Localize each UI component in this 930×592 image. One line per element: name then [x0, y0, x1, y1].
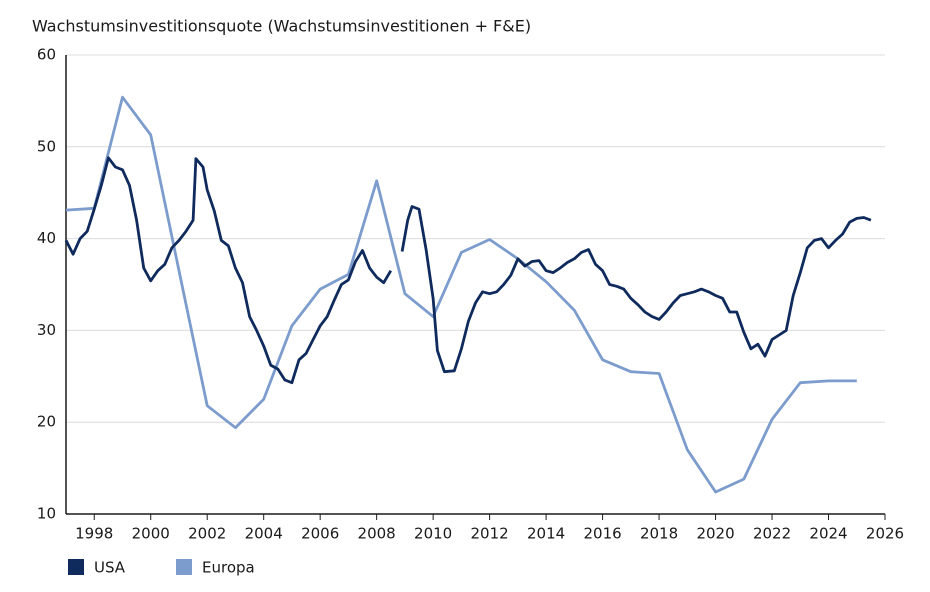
x-tick-label: 2018	[640, 525, 678, 543]
chart-title: Wachstumsinvestitionsquote (Wachstumsinv…	[32, 17, 531, 36]
x-tick-label: 2006	[301, 525, 339, 543]
x-tick-label: 2002	[188, 525, 226, 543]
legend-label: USA	[94, 559, 126, 577]
x-tick-label: 2016	[583, 525, 621, 543]
x-tick-label: 2020	[696, 525, 734, 543]
y-tick-label: 40	[37, 229, 56, 247]
x-tick-label: 2000	[132, 525, 170, 543]
line-series	[65, 95, 857, 494]
line-series	[64, 156, 872, 385]
x-tick-label: 2010	[414, 525, 452, 543]
x-tick-label: 2024	[809, 525, 847, 543]
x-tick-label: 2026	[866, 525, 904, 543]
x-tick-label: 2004	[245, 525, 283, 543]
x-tick-label: 2012	[471, 525, 509, 543]
y-tick-label: 30	[37, 321, 56, 339]
x-tick-label: 2014	[527, 525, 565, 543]
x-tick-label: 1998	[75, 525, 113, 543]
x-tick-label: 2008	[358, 525, 396, 543]
y-tick-label: 50	[37, 137, 56, 155]
legend-label: Europa	[202, 559, 255, 577]
x-tick-label: 2022	[753, 525, 791, 543]
legend-swatch	[68, 559, 84, 575]
y-tick-label: 20	[37, 413, 56, 431]
y-tick-label: 10	[37, 505, 56, 523]
y-tick-label: 60	[37, 46, 56, 64]
legend-swatch	[176, 559, 192, 575]
